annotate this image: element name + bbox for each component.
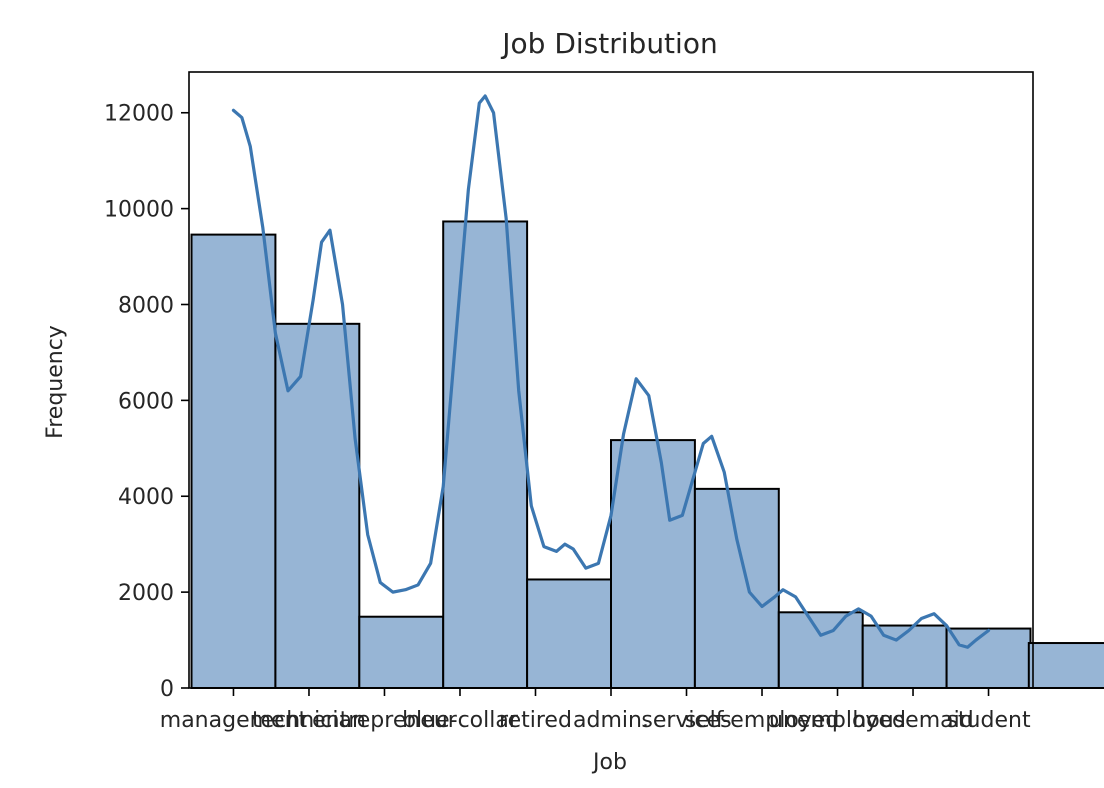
bar-unemployed xyxy=(861,624,948,689)
x-tick-label-services: services xyxy=(641,708,731,733)
bar-housemaid xyxy=(945,627,1032,689)
x-tick-label-admin.: admin. xyxy=(573,708,649,733)
bar-technician xyxy=(274,322,361,689)
y-axis-ticks: 0 2000 4000 6000 8000 10000 12000 xyxy=(104,102,189,702)
x-tick-label-self-employed: self-employed xyxy=(685,708,840,733)
x-tick-label-retired: retired xyxy=(499,708,572,733)
y-tick-label: 4000 xyxy=(118,485,174,510)
y-tick-label: 12000 xyxy=(104,102,174,127)
x-axis-ticks: managementtechnicianentrepreneurblue-col… xyxy=(160,688,1031,733)
y-tick-label: 0 xyxy=(160,677,174,702)
x-tick-label-entrepreneur: entrepreneur xyxy=(312,708,458,733)
x-tick-label-technician: technician xyxy=(252,708,366,733)
chart-title: Job Distribution xyxy=(500,27,717,60)
x-tick-label-management: management xyxy=(160,708,308,733)
y-axis-label: Frequency xyxy=(43,325,68,439)
bar-blue-collar xyxy=(442,220,529,689)
bar-services xyxy=(693,487,780,689)
bar-admin. xyxy=(610,439,696,689)
bar-student xyxy=(1027,642,1104,690)
x-tick-label-unemployed: unemployed xyxy=(769,708,906,733)
x-tick-label-housemaid: housemaid xyxy=(852,708,973,733)
bar-management xyxy=(190,233,277,689)
y-tick-label: 6000 xyxy=(118,389,174,414)
y-tick-label: 2000 xyxy=(118,581,174,606)
bar-entrepreneur xyxy=(358,615,445,689)
x-tick-label-blue-collar: blue-collar xyxy=(402,708,519,733)
kde-layer xyxy=(231,94,991,649)
bars-layer xyxy=(190,220,1104,690)
y-tick-label: 10000 xyxy=(104,198,174,223)
bar-retired xyxy=(526,578,613,689)
x-axis-label: Job xyxy=(591,750,627,775)
x-tick-label-student: student xyxy=(946,708,1030,733)
kde-curve xyxy=(231,94,991,649)
bar-self-employed xyxy=(777,611,864,689)
y-tick-label: 8000 xyxy=(118,293,174,318)
